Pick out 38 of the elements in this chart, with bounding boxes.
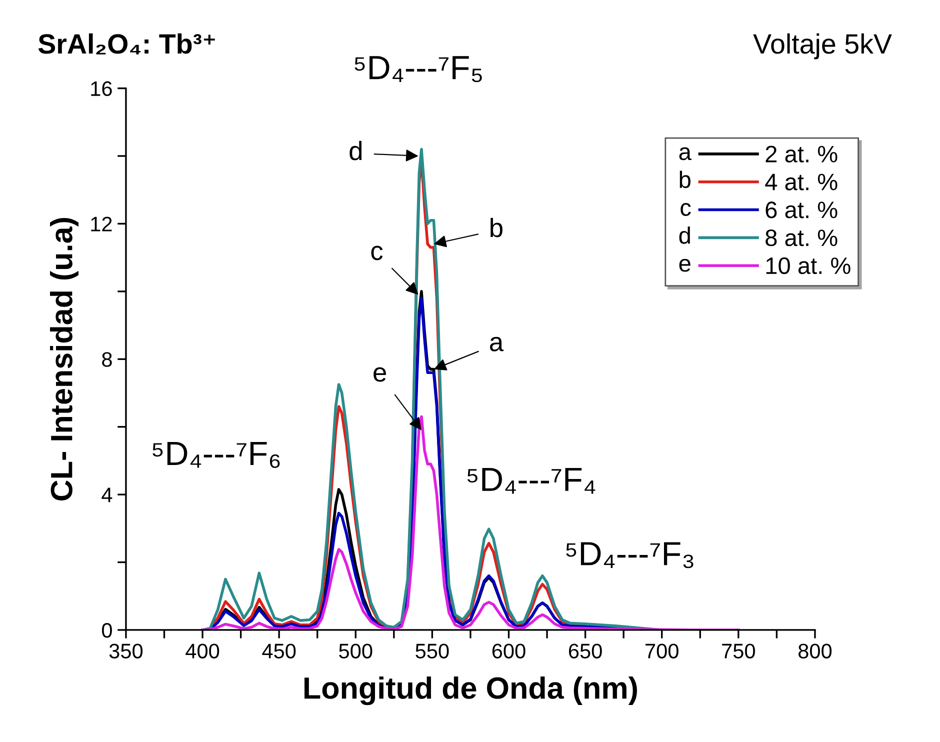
chart-title: SrAl₂O₄: Tb³⁺ [38, 33, 215, 54]
text: e [679, 258, 690, 272]
annotation: ⁵D₄---⁷F₃ [566, 542, 694, 568]
x-axis-title: Longitud de Onda (nm) [304, 676, 637, 706]
x-tick-label: 700 [646, 644, 678, 658]
annotation: e [374, 367, 386, 382]
annotation: a [490, 336, 504, 352]
text: a [679, 147, 692, 160]
annotation: c [371, 246, 383, 260]
x-tick-label: 600 [492, 644, 526, 658]
legend-label: 6 at. % [766, 202, 838, 218]
x-tick-label: 800 [798, 644, 832, 658]
y-tick-label: 0 [102, 622, 112, 638]
y-tick-label: 16 [91, 81, 112, 96]
legend-label: 4 at. % [765, 174, 838, 190]
x-tick-label: 500 [339, 644, 372, 658]
annotation: b [490, 218, 502, 238]
y-tick-label: 4 [102, 488, 112, 502]
annotation: ⁵D₄---⁷F₄ [467, 468, 596, 494]
text: b [680, 170, 690, 188]
legend-label: 10 at. % [766, 257, 850, 274]
text: d [679, 226, 690, 244]
annotation: ⁵D₄---⁷F₆ [152, 442, 280, 468]
y-tick-label: 12 [91, 216, 112, 232]
text: ⁵D₄---⁷F₅ [354, 56, 482, 82]
x-tick-label: 450 [262, 644, 296, 658]
x-tick-label: 350 [109, 644, 143, 658]
text: c [680, 203, 691, 216]
x-tick-label: 750 [722, 644, 755, 658]
x-tick-label: 550 [416, 644, 449, 658]
x-tick-label: 650 [568, 644, 602, 658]
legend-label: 2 at. % [766, 146, 838, 162]
y-axis-title: CL- Intensidad (u.a) [50, 218, 78, 500]
x-tick-label: 400 [186, 644, 220, 658]
y-tick-label: 8 [102, 352, 112, 367]
annotation: d [350, 140, 362, 160]
legend-title: Voltaje 5kV [753, 33, 892, 60]
legend-label: 8 at. % [766, 229, 838, 246]
